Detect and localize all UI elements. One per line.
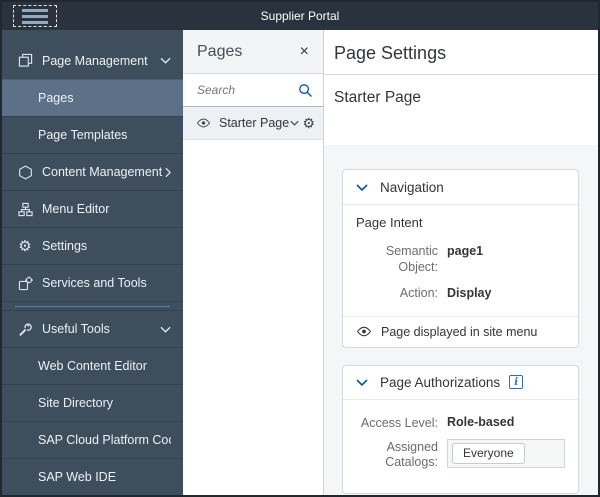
info-icon[interactable]: i xyxy=(509,375,524,390)
sidebar-item-sap-cloud-platform-cockpit[interactable]: SAP Cloud Platform Cockpit xyxy=(2,421,183,458)
sidebar-item-label: Page Templates xyxy=(38,128,128,142)
wrench-icon xyxy=(17,321,33,337)
sidebar-item-label: Useful Tools xyxy=(42,322,110,336)
navigation-card-header[interactable]: Navigation xyxy=(343,170,578,205)
chevron-down-icon xyxy=(160,326,171,333)
sidebar-item-content-management[interactable]: Content Management xyxy=(2,153,183,190)
action-row: Action: Display xyxy=(356,286,565,302)
page-title: Page Settings xyxy=(334,43,447,63)
card-title: Navigation xyxy=(380,179,444,195)
sidebar-item-page-management[interactable]: Page Management xyxy=(2,42,183,79)
page-authorizations-card-header[interactable]: Page Authorizations i xyxy=(343,366,578,400)
chevron-right-icon xyxy=(165,167,171,178)
sidebar-item-label: Content Management xyxy=(42,165,163,179)
sidebar-item-useful-tools[interactable]: Useful Tools xyxy=(2,310,183,347)
page-visibility-text: Page displayed in site menu xyxy=(381,324,538,339)
semantic-object-row: Semantic Object: page1 xyxy=(356,244,565,275)
sidebar-item-label: Settings xyxy=(42,239,88,253)
sidebar-item-menu-editor[interactable]: Menu Editor xyxy=(2,190,183,227)
topbar: Supplier Portal xyxy=(2,2,598,30)
token-everyone[interactable]: Everyone xyxy=(452,442,525,464)
chevron-down-icon xyxy=(160,57,171,64)
sidebar-item-label: SAP Cloud Platform Cockpit xyxy=(38,433,171,447)
page-visibility-row: Page displayed in site menu xyxy=(343,315,578,347)
card-title: Page Authorizations xyxy=(380,374,501,390)
sidebar-item-label: Services and Tools xyxy=(42,276,147,290)
chevron-down-icon[interactable] xyxy=(356,379,368,386)
sidebar-item-label: Web Content Editor xyxy=(38,359,147,373)
sidebar-item-label: Pages xyxy=(38,91,74,105)
sidebar-item-page-templates[interactable]: Page Templates xyxy=(2,116,183,153)
cube-icon xyxy=(17,164,33,180)
eye-icon xyxy=(196,118,211,128)
field-label: Assigned Catalogs: xyxy=(385,439,438,470)
sidebar: Page Management Pages Page Templates Con… xyxy=(2,30,183,495)
sidebar-item-services-and-tools[interactable]: Services and Tools xyxy=(2,264,183,301)
page-subtitle: Starter Page xyxy=(334,89,422,106)
field-value: page1 xyxy=(447,244,484,258)
field-value: Display xyxy=(447,286,492,301)
page-authorizations-card: Page Authorizations i Access Level: Role… xyxy=(342,364,579,494)
eye-icon xyxy=(356,326,372,337)
app-title: Supplier Portal xyxy=(260,9,340,23)
sidebar-item-site-directory[interactable]: Site Directory xyxy=(2,384,183,421)
chevron-down-icon[interactable] xyxy=(356,183,368,191)
pages-panel-header: Pages × xyxy=(183,30,323,74)
access-level-row: Access Level: Role-based xyxy=(356,415,565,432)
pages-panel-title: Pages xyxy=(197,42,243,60)
settings-content: Navigation Page Intent Semantic Object: … xyxy=(324,145,598,495)
page-settings-panel: Page Settings Starter Page Navigation Pa… xyxy=(324,30,598,495)
sidebar-item-label: SAP Web IDE xyxy=(38,470,117,484)
hamburger-menu-button[interactable] xyxy=(13,5,57,27)
pages-panel: Pages × Starter Page ⚙ xyxy=(183,30,324,495)
field-value: Role-based xyxy=(447,414,515,429)
chevron-down-icon[interactable] xyxy=(290,120,300,126)
gear-icon: ⚙ xyxy=(18,237,32,255)
sidebar-item-label: Site Directory xyxy=(38,396,114,410)
assigned-catalogs-field[interactable]: Everyone xyxy=(447,438,565,468)
field-label: Action: xyxy=(399,286,438,301)
sitemap-icon xyxy=(17,201,33,217)
page-intent-label: Page Intent xyxy=(356,215,423,230)
list-item-starter-page[interactable]: Starter Page ⚙ xyxy=(183,107,323,140)
tools-icon xyxy=(17,275,33,291)
pages-icon xyxy=(17,53,33,69)
sidebar-item-sap-web-ide[interactable]: SAP Web IDE xyxy=(2,458,183,495)
sidebar-item-settings[interactable]: ⚙ Settings xyxy=(2,227,183,264)
sidebar-item-pages[interactable]: Pages xyxy=(2,79,183,116)
sidebar-item-web-content-editor[interactable]: Web Content Editor xyxy=(2,347,183,384)
hamburger-icon xyxy=(22,8,48,12)
field-label: Semantic Object: xyxy=(385,244,438,274)
page-item-label: Starter Page xyxy=(219,116,290,130)
sidebar-item-label: Page Management xyxy=(42,53,148,68)
search-input[interactable] xyxy=(197,83,298,97)
assigned-catalogs-row: Assigned Catalogs: Everyone xyxy=(356,438,565,471)
field-label: Access Level: xyxy=(360,415,438,430)
sidebar-item-label: Menu Editor xyxy=(42,202,110,216)
search-bar xyxy=(183,74,323,107)
gear-icon[interactable]: ⚙ xyxy=(302,115,315,131)
sidebar-divider xyxy=(2,301,183,310)
navigation-card: Navigation Page Intent Semantic Object: … xyxy=(342,169,579,348)
search-icon[interactable] xyxy=(298,83,313,98)
title-divider xyxy=(324,74,598,75)
close-icon[interactable]: × xyxy=(299,42,309,60)
